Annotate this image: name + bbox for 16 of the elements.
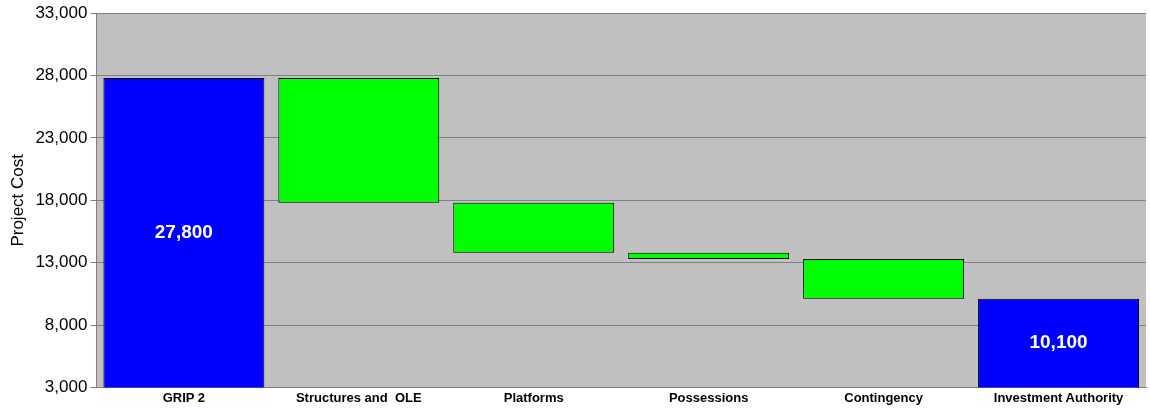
data-label: 10,100 (1029, 331, 1088, 353)
y-tick-label: 3,000 (44, 377, 88, 397)
y-tick-label: 8,000 (44, 314, 88, 334)
data-label: 27,800 (154, 220, 213, 242)
y-axis-title: Project Cost (7, 153, 27, 247)
x-tick-label: Contingency (844, 389, 924, 405)
x-tick-label: Platforms (503, 389, 564, 405)
y-tick-label: 28,000 (35, 65, 88, 85)
x-tick-label: Investment Authority (993, 389, 1125, 405)
y-tick-label: 13,000 (35, 252, 88, 272)
x-tick-label: Structures and OLE (295, 389, 422, 405)
x-tick-label: Possessions (668, 389, 749, 405)
y-tick-label: 33,000 (35, 2, 88, 22)
y-tick-label: 18,000 (35, 189, 88, 209)
x-tick-label: GRIP 2 (162, 389, 206, 405)
y-tick-label: 23,000 (35, 127, 88, 147)
